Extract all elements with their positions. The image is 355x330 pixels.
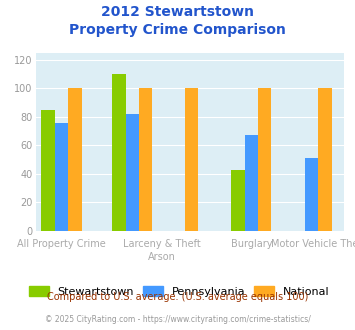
Bar <box>42 110 55 231</box>
Bar <box>305 158 318 231</box>
Text: Arson: Arson <box>148 252 176 262</box>
Text: 2012 Stewartstown: 2012 Stewartstown <box>101 5 254 19</box>
Text: Motor Vehicle Theft: Motor Vehicle Theft <box>271 239 355 249</box>
Legend: Stewartstown, Pennsylvania, National: Stewartstown, Pennsylvania, National <box>29 286 330 297</box>
Text: Compared to U.S. average. (U.S. average equals 100): Compared to U.S. average. (U.S. average … <box>47 292 308 302</box>
Bar <box>112 74 126 231</box>
Bar <box>318 88 332 231</box>
Text: Property Crime Comparison: Property Crime Comparison <box>69 23 286 37</box>
Bar <box>55 123 68 231</box>
Text: Burglary: Burglary <box>231 239 272 249</box>
Bar <box>139 88 152 231</box>
Bar <box>231 170 245 231</box>
Bar <box>258 88 272 231</box>
Bar <box>185 88 198 231</box>
Bar <box>126 114 139 231</box>
Bar <box>68 88 82 231</box>
Text: Larceny & Theft: Larceny & Theft <box>123 239 201 249</box>
Text: © 2025 CityRating.com - https://www.cityrating.com/crime-statistics/: © 2025 CityRating.com - https://www.city… <box>45 315 310 324</box>
Bar <box>245 136 258 231</box>
Text: All Property Crime: All Property Crime <box>17 239 106 249</box>
